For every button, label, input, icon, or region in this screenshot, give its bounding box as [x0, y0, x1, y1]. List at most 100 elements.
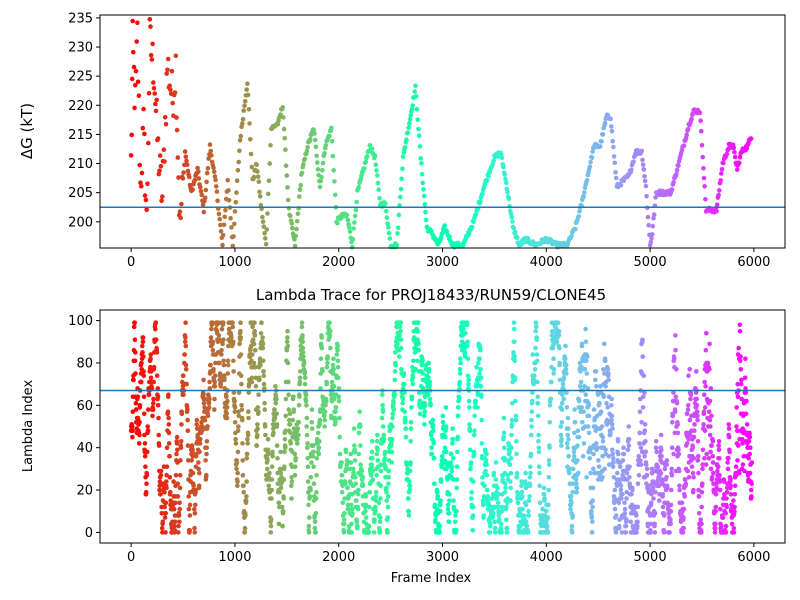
data-point: [265, 466, 270, 472]
data-point: [238, 133, 244, 139]
data-point: [385, 494, 391, 499]
data-point: [429, 451, 435, 457]
data-point: [289, 496, 294, 501]
data-point: [576, 214, 582, 219]
data-point: [352, 458, 358, 463]
data-point: [314, 153, 319, 159]
data-point: [582, 367, 588, 372]
data-point: [346, 225, 352, 230]
data-point: [288, 213, 293, 219]
data-point: [241, 483, 246, 489]
data-point: [609, 396, 614, 402]
data-point: [634, 513, 639, 518]
data-point: [334, 352, 340, 357]
data-point: [467, 428, 473, 434]
data-point: [450, 426, 456, 431]
data-point: [499, 504, 505, 510]
data-point: [558, 432, 564, 438]
data-point: [403, 417, 408, 423]
data-point: [330, 362, 336, 368]
data-point: [141, 106, 146, 112]
data-point: [511, 225, 517, 231]
data-point: [254, 432, 260, 438]
y-tick-label: 230: [68, 41, 93, 56]
data-point: [252, 328, 257, 334]
x-tick-label: 2000: [322, 255, 355, 270]
data-point: [239, 403, 244, 408]
data-point: [291, 407, 297, 412]
data-point: [688, 396, 693, 402]
data-point: [736, 345, 741, 351]
data-point: [282, 464, 287, 470]
data-point: [354, 498, 359, 503]
data-point: [563, 356, 568, 362]
data-point: [296, 420, 302, 425]
data-point: [209, 153, 214, 158]
data-point: [427, 379, 433, 385]
data-point: [731, 498, 736, 503]
data-point: [502, 489, 508, 495]
data-point: [630, 487, 635, 493]
data-point: [544, 508, 549, 514]
data-point: [402, 390, 407, 395]
data-point: [145, 428, 151, 434]
data-point: [476, 360, 481, 366]
data-point: [308, 136, 313, 142]
y-tick-label: 200: [68, 215, 93, 230]
data-point: [590, 504, 595, 510]
data-point: [602, 466, 607, 472]
data-point: [407, 479, 412, 484]
data-point: [404, 462, 409, 467]
data-point: [373, 489, 379, 495]
data-point: [389, 449, 395, 455]
data-point: [302, 375, 308, 381]
data-point: [234, 460, 240, 465]
data-point: [713, 521, 718, 527]
data-point: [420, 180, 426, 186]
data-point: [367, 504, 372, 510]
data-point: [351, 470, 357, 476]
data-point: [686, 403, 691, 408]
data-point: [384, 485, 389, 491]
data-point: [719, 171, 724, 176]
data-point: [339, 489, 345, 495]
data-point: [749, 481, 754, 487]
data-point: [383, 208, 389, 214]
data-point: [278, 470, 284, 476]
data-point: [479, 417, 485, 423]
data-point: [695, 413, 700, 419]
data-point: [710, 460, 716, 465]
data-point: [160, 194, 165, 199]
data-point: [180, 176, 186, 181]
data-point: [726, 434, 732, 440]
data-point: [499, 530, 504, 535]
data-point: [551, 367, 557, 372]
data-point: [481, 496, 487, 501]
data-point: [584, 475, 589, 480]
data-point: [679, 500, 685, 506]
data-point: [676, 451, 682, 457]
data-point: [542, 513, 548, 518]
data-point: [373, 508, 378, 514]
data-point: [554, 339, 560, 345]
data-point: [717, 456, 722, 461]
data-point: [265, 458, 270, 463]
data-point: [235, 449, 241, 455]
data-point: [133, 350, 138, 355]
data-point: [133, 371, 138, 376]
data-point: [565, 432, 571, 438]
data-point: [327, 333, 333, 338]
data-point: [702, 428, 708, 434]
data-point: [173, 472, 179, 478]
data-point: [257, 194, 263, 199]
data-point: [375, 180, 381, 186]
data-point: [457, 371, 463, 376]
data-point: [295, 426, 301, 431]
data-point: [378, 468, 384, 474]
data-point: [616, 451, 621, 457]
data-point: [148, 375, 154, 381]
data-point: [276, 500, 282, 506]
data-point: [610, 447, 615, 453]
data-point: [668, 502, 674, 508]
data-point: [187, 502, 193, 508]
